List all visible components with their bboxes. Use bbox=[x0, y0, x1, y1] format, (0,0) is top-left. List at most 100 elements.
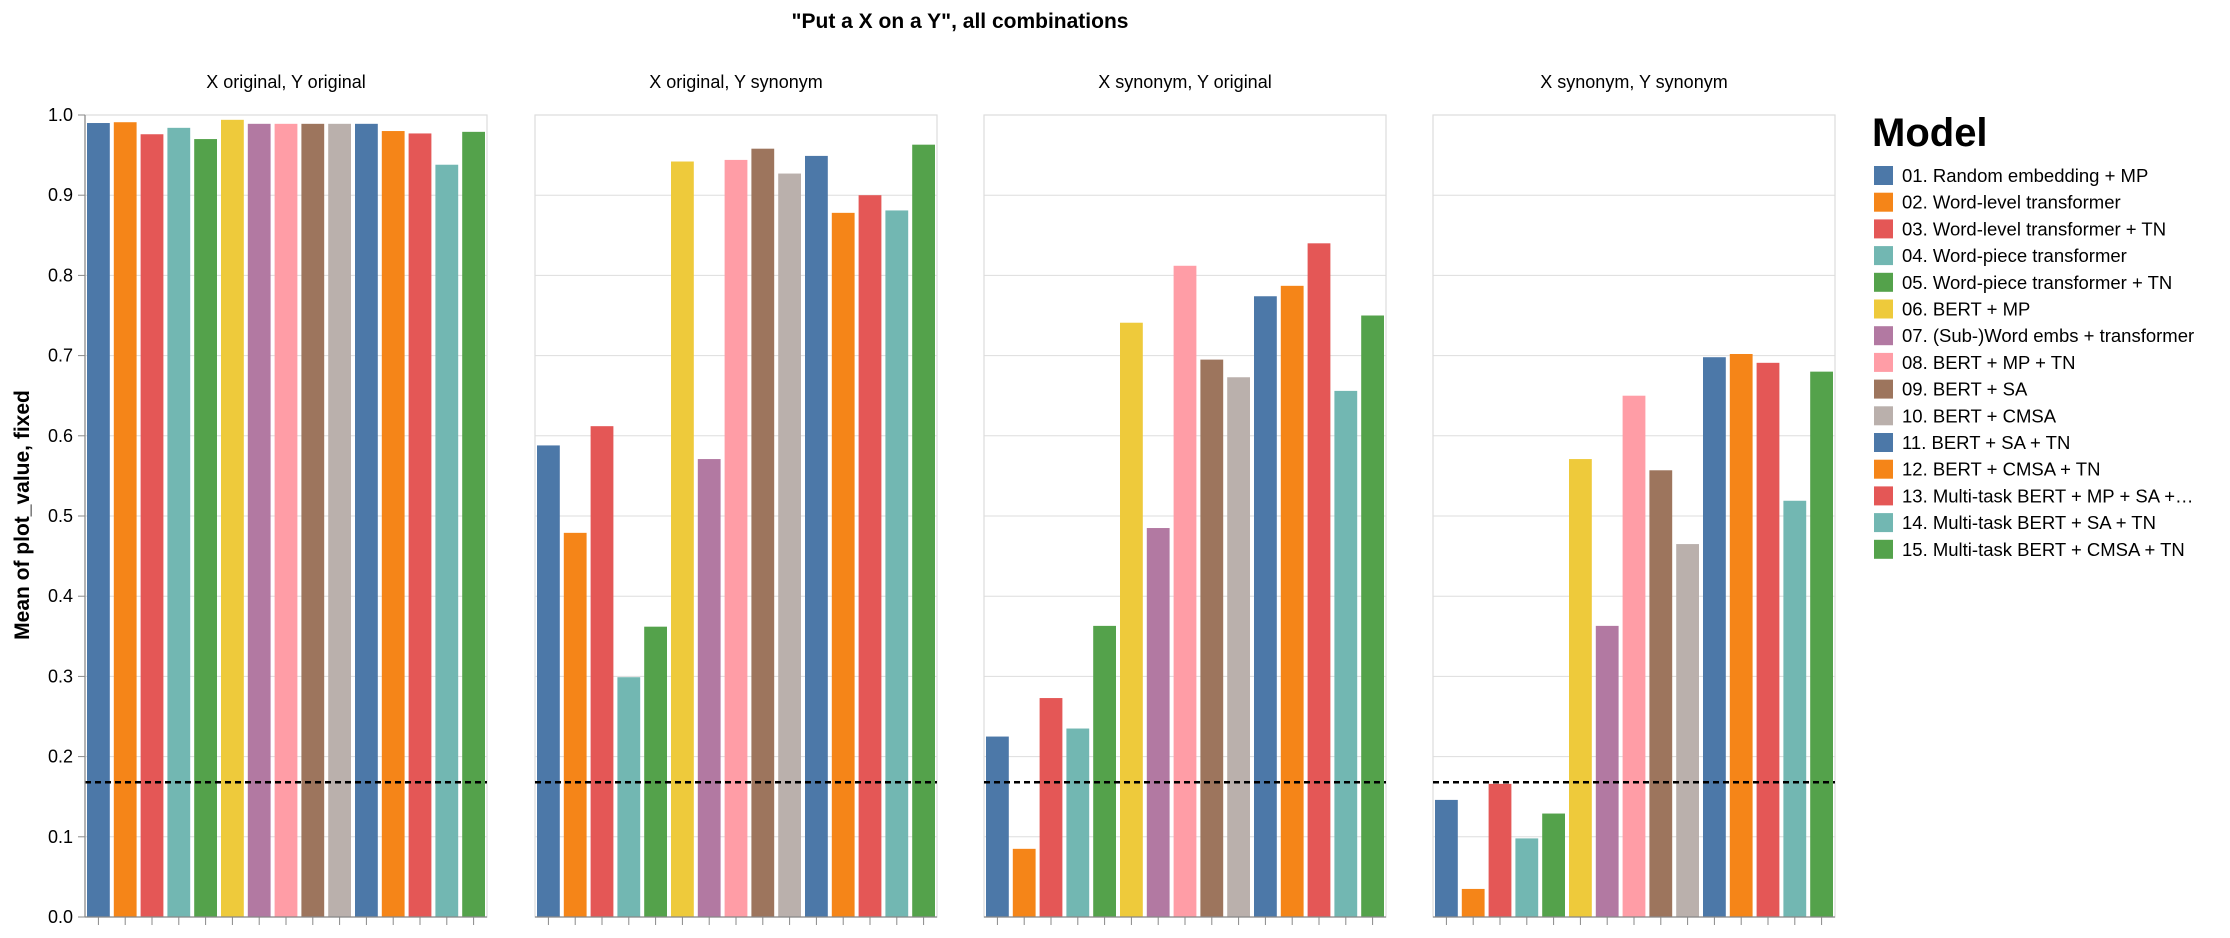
legend-item: 09. BERT + SA bbox=[1874, 379, 2028, 400]
bar bbox=[1676, 544, 1699, 917]
bar bbox=[435, 164, 459, 917]
bar bbox=[912, 144, 935, 917]
bar bbox=[1280, 285, 1304, 917]
legend-item: 05. Word-piece transformer + TN bbox=[1874, 272, 2172, 293]
legend-label: 06. BERT + MP bbox=[1902, 299, 2030, 320]
panel-4: X synonym, Y synonym bbox=[1432, 72, 1836, 925]
bar bbox=[355, 123, 378, 917]
bar bbox=[1461, 888, 1485, 917]
y-tick-label: 0.1 bbox=[48, 827, 73, 847]
bar bbox=[537, 445, 560, 917]
legend-label: 04. Word-piece transformer bbox=[1902, 245, 2127, 266]
bar bbox=[1595, 625, 1619, 917]
bar bbox=[986, 736, 1009, 917]
legend-item: 08. BERT + MP + TN bbox=[1874, 352, 2075, 373]
bar bbox=[1435, 799, 1458, 917]
legend-item: 03. Word-level transformer + TN bbox=[1874, 218, 2166, 239]
bar bbox=[462, 131, 485, 918]
bar bbox=[1066, 728, 1090, 917]
legend-item: 10. BERT + CMSA bbox=[1874, 405, 2057, 426]
legend-label: 08. BERT + MP + TN bbox=[1902, 352, 2075, 373]
bar bbox=[858, 195, 882, 917]
legend-swatch bbox=[1874, 166, 1893, 185]
legend-item: 12. BERT + CMSA + TN bbox=[1874, 459, 2100, 480]
bar bbox=[1488, 783, 1512, 917]
legend-swatch bbox=[1874, 192, 1893, 212]
legend-swatch bbox=[1874, 513, 1893, 533]
bar bbox=[87, 123, 110, 917]
bar bbox=[1810, 371, 1833, 917]
legend-label: 02. Word-level transformer bbox=[1902, 192, 2121, 213]
bar bbox=[778, 173, 801, 917]
bar bbox=[1227, 377, 1250, 917]
bar bbox=[1361, 315, 1384, 917]
y-tick-label: 0.6 bbox=[48, 426, 73, 446]
bar bbox=[590, 426, 614, 917]
bar bbox=[381, 131, 405, 918]
panel-3: X synonym, Y original bbox=[983, 72, 1387, 925]
legend-label: 10. BERT + CMSA bbox=[1902, 405, 2057, 426]
legend-swatch bbox=[1874, 246, 1893, 266]
bar bbox=[885, 210, 909, 918]
legend-item: 11. BERT + SA + TN bbox=[1874, 432, 2070, 453]
legend-item: 14. Multi-task BERT + SA + TN bbox=[1874, 512, 2156, 533]
legend-swatch bbox=[1874, 219, 1893, 239]
legend-label: 05. Word-piece transformer + TN bbox=[1902, 272, 2172, 293]
legend-item: 04. Word-piece transformer bbox=[1874, 245, 2127, 266]
bar bbox=[1012, 848, 1036, 917]
bar bbox=[194, 139, 217, 917]
bar bbox=[1703, 357, 1726, 918]
legend-swatch bbox=[1874, 299, 1893, 319]
y-tick-label: 0.9 bbox=[48, 185, 73, 205]
legend-items: 01. Random embedding + MP 02. Word-level … bbox=[1874, 165, 2194, 560]
y-tick-label: 0.7 bbox=[48, 346, 73, 366]
bar bbox=[617, 677, 641, 917]
bar bbox=[1120, 322, 1143, 917]
bar bbox=[563, 532, 587, 917]
legend-item: 07. (Sub-)Word embs + transformer bbox=[1874, 325, 2194, 346]
bar bbox=[1307, 243, 1331, 917]
bar bbox=[1093, 625, 1116, 917]
bar bbox=[1729, 353, 1753, 918]
legend-label: 13. Multi-task BERT + MP + SA +… bbox=[1902, 485, 2194, 506]
y-tick-label: 0.0 bbox=[48, 907, 73, 927]
legend-label: 07. (Sub-)Word embs + transformer bbox=[1902, 325, 2194, 346]
legend-swatch bbox=[1874, 272, 1893, 292]
bar bbox=[831, 212, 855, 917]
bar bbox=[1783, 500, 1807, 917]
bar bbox=[301, 123, 325, 917]
bar bbox=[1334, 390, 1358, 917]
y-tick-label: 0.2 bbox=[48, 747, 73, 767]
bar bbox=[805, 155, 828, 918]
bar bbox=[644, 626, 667, 917]
panel-title: X original, Y original bbox=[206, 72, 365, 92]
legend-label: 03. Word-level transformer + TN bbox=[1902, 218, 2166, 239]
bar bbox=[113, 122, 137, 917]
bar bbox=[1649, 470, 1673, 917]
chart-title: "Put a X on a Y", all combinations bbox=[792, 10, 1129, 33]
legend-label: 12. BERT + CMSA + TN bbox=[1902, 459, 2100, 480]
bar bbox=[408, 133, 432, 918]
legend-title: Model bbox=[1872, 111, 1988, 155]
bar bbox=[1146, 528, 1170, 917]
legend-swatch bbox=[1874, 379, 1893, 399]
legend-item: 15. Multi-task BERT + CMSA + TN bbox=[1874, 539, 2185, 560]
bar bbox=[1756, 362, 1780, 917]
legend-swatch bbox=[1874, 486, 1893, 506]
bar bbox=[1569, 459, 1592, 917]
legend-label: 11. BERT + SA + TN bbox=[1902, 432, 2070, 453]
legend-swatch bbox=[1874, 406, 1893, 426]
legend-swatch bbox=[1874, 433, 1893, 452]
bar bbox=[697, 459, 721, 917]
legend-item: 06. BERT + MP bbox=[1874, 299, 2030, 320]
bar bbox=[751, 148, 775, 917]
legend-swatch bbox=[1874, 352, 1893, 372]
legend-label: 15. Multi-task BERT + CMSA + TN bbox=[1902, 539, 2185, 560]
panel-2: X original, Y synonym bbox=[534, 72, 938, 925]
legend-label: 01. Random embedding + MP bbox=[1902, 165, 2148, 186]
legend-swatch bbox=[1874, 459, 1893, 479]
legend-label: 14. Multi-task BERT + SA + TN bbox=[1902, 512, 2156, 533]
y-tick-label: 0.5 bbox=[48, 506, 73, 526]
legend-item: 02. Word-level transformer bbox=[1874, 192, 2121, 213]
bar bbox=[1173, 265, 1197, 917]
